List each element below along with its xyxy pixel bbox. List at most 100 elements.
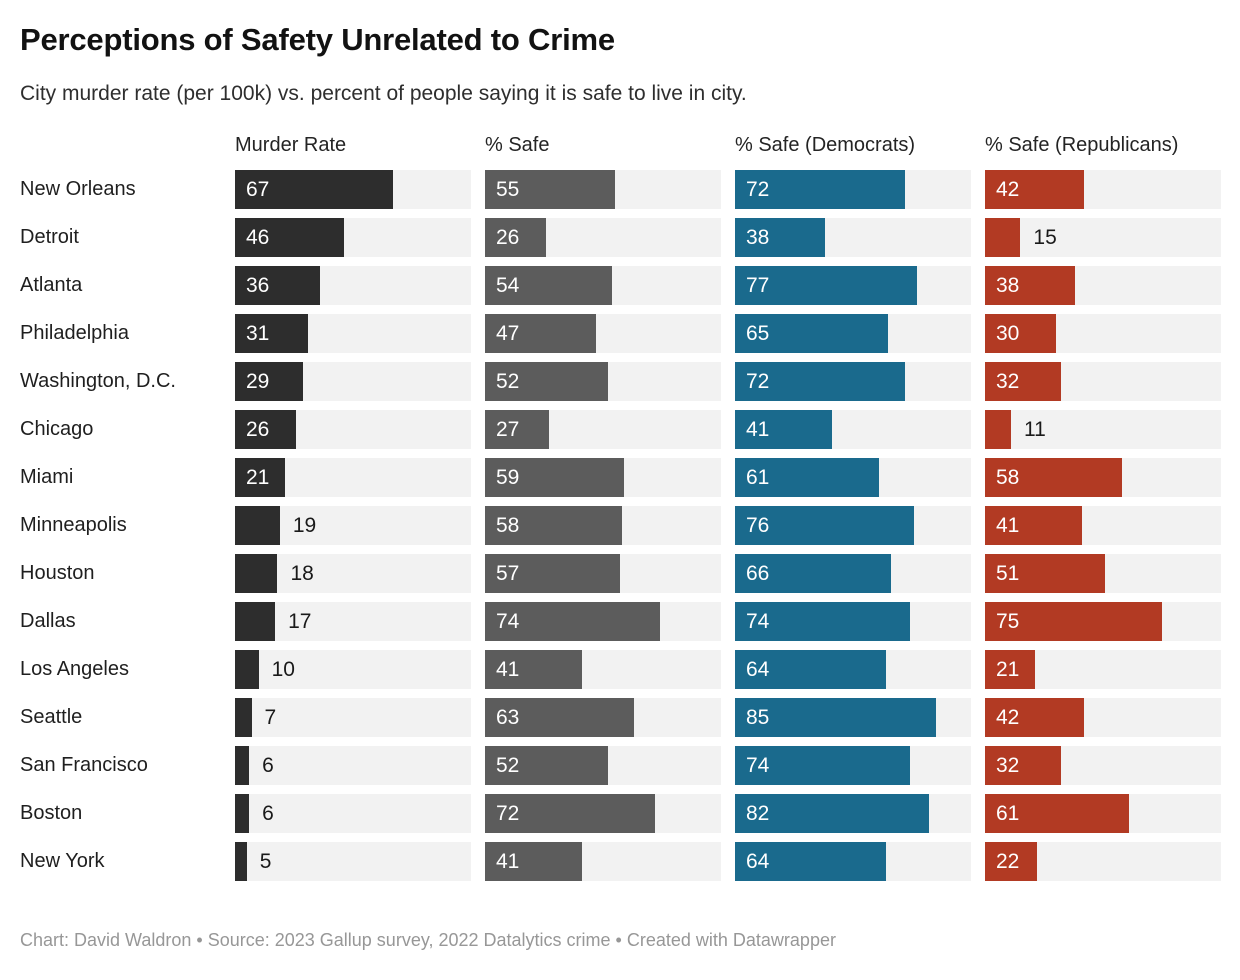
- bar-track: 64: [735, 649, 971, 689]
- bar: [985, 793, 1129, 833]
- bar-value-label: 26: [246, 417, 270, 441]
- city-label: Atlanta: [20, 273, 83, 296]
- bar: [235, 601, 276, 641]
- bar-rows: New Orleans 67 55 72 42 Detroit 46 26 38 15 Atlant…: [20, 169, 1221, 881]
- bar-value-label: 82: [746, 801, 770, 825]
- bar-track: 26: [485, 217, 721, 257]
- bar-track: 74: [735, 745, 971, 785]
- bar-track: 54: [485, 265, 721, 305]
- bar: [735, 409, 832, 449]
- city-label: Boston: [20, 801, 83, 824]
- city-label: Minneapolis: [20, 513, 127, 536]
- bar: [735, 505, 915, 545]
- bar: [235, 313, 309, 353]
- column-header-safe-republicans: % Safe (Republicans): [985, 133, 1179, 156]
- bar-track: 41: [485, 649, 721, 689]
- bar-value-label: 22: [996, 849, 1020, 873]
- bar: [235, 361, 304, 401]
- bar: [485, 169, 615, 209]
- bar-value-label: 36: [246, 273, 270, 297]
- bar: [735, 217, 825, 257]
- bar: [485, 217, 547, 257]
- bar: [735, 265, 917, 305]
- bar: [235, 745, 250, 785]
- bar-value-label: 47: [496, 321, 520, 345]
- column-header-safe: % Safe: [485, 133, 550, 156]
- city-label: Detroit: [20, 225, 79, 248]
- bar: [485, 313, 596, 353]
- bar-value-label: 7: [264, 705, 277, 729]
- bar-track: 59: [485, 457, 721, 497]
- bar-track: 77: [735, 265, 971, 305]
- bar-value-label: 31: [246, 321, 270, 345]
- bar-track: 22: [985, 841, 1221, 881]
- bar-track: 41: [735, 409, 971, 449]
- bar: [485, 601, 660, 641]
- bar-value-label: 17: [288, 609, 312, 633]
- bar-track: 57: [485, 553, 721, 593]
- bar: [985, 265, 1075, 305]
- bar-track: 32: [985, 745, 1221, 785]
- bar: [735, 457, 879, 497]
- bar: [985, 361, 1061, 401]
- city-label: San Francisco: [20, 753, 148, 776]
- bar-value-label: 6: [262, 753, 274, 777]
- bar-value-label: 41: [496, 657, 520, 681]
- bar-track: 74: [485, 601, 721, 641]
- bar-value-label: 21: [246, 465, 270, 489]
- bar: [485, 361, 608, 401]
- bar: [235, 505, 280, 545]
- bar-value-label: 57: [496, 561, 520, 585]
- bar-value-label: 42: [996, 705, 1020, 729]
- city-label: Dallas: [20, 609, 76, 632]
- bar: [985, 505, 1082, 545]
- table-row: New York 5 41 64 22: [20, 841, 1221, 881]
- bar-value-label: 58: [496, 513, 520, 537]
- bar: [985, 457, 1122, 497]
- bar-value-label: 38: [746, 225, 770, 249]
- bar-track: 41: [985, 505, 1221, 545]
- bar-value-label: 21: [996, 657, 1020, 681]
- bar-track: 18: [235, 553, 471, 593]
- bar: [485, 841, 582, 881]
- bar-track: 47: [485, 313, 721, 353]
- bar-track: 72: [735, 361, 971, 401]
- bar: [735, 553, 891, 593]
- table-row: Los Angeles 10 41 64 21: [20, 649, 1221, 689]
- bar: [235, 217, 344, 257]
- bar-track: 63: [485, 697, 721, 737]
- table-row: San Francisco 6 52 74 32: [20, 745, 1221, 785]
- bar-track: 38: [735, 217, 971, 257]
- bar-value-label: 10: [271, 657, 295, 681]
- bar-value-label: 29: [246, 369, 270, 393]
- bar: [485, 745, 608, 785]
- city-label: Houston: [20, 561, 95, 584]
- bar: [985, 697, 1085, 737]
- bar-value-label: 55: [496, 177, 520, 201]
- bar-track: 74: [735, 601, 971, 641]
- bar-track: 10: [235, 649, 471, 689]
- bar-track: 31: [235, 313, 471, 353]
- city-label: Chicago: [20, 417, 94, 440]
- table-row: Washington, D.C. 29 52 72 32: [20, 361, 1221, 401]
- bar-value-label: 59: [496, 465, 520, 489]
- bar-track: 36: [235, 265, 471, 305]
- table-row: New Orleans 67 55 72 42: [20, 169, 1221, 209]
- bar-track: 82: [735, 793, 971, 833]
- bar-track: 29: [235, 361, 471, 401]
- bar-track: 32: [985, 361, 1221, 401]
- bar: [735, 841, 887, 881]
- bar: [485, 649, 582, 689]
- bar-value-label: 76: [746, 513, 770, 537]
- bar: [235, 553, 278, 593]
- bar: [735, 745, 910, 785]
- bar-value-label: 52: [496, 753, 520, 777]
- bar-track: 75: [985, 601, 1221, 641]
- bar-track: 61: [985, 793, 1221, 833]
- table-row: Chicago 26 27 41 11: [20, 409, 1221, 449]
- bar-value-label: 41: [746, 417, 770, 441]
- city-label: Seattle: [20, 705, 83, 728]
- bar-value-label: 6: [262, 801, 274, 825]
- bar: [985, 649, 1035, 689]
- bar: [485, 457, 625, 497]
